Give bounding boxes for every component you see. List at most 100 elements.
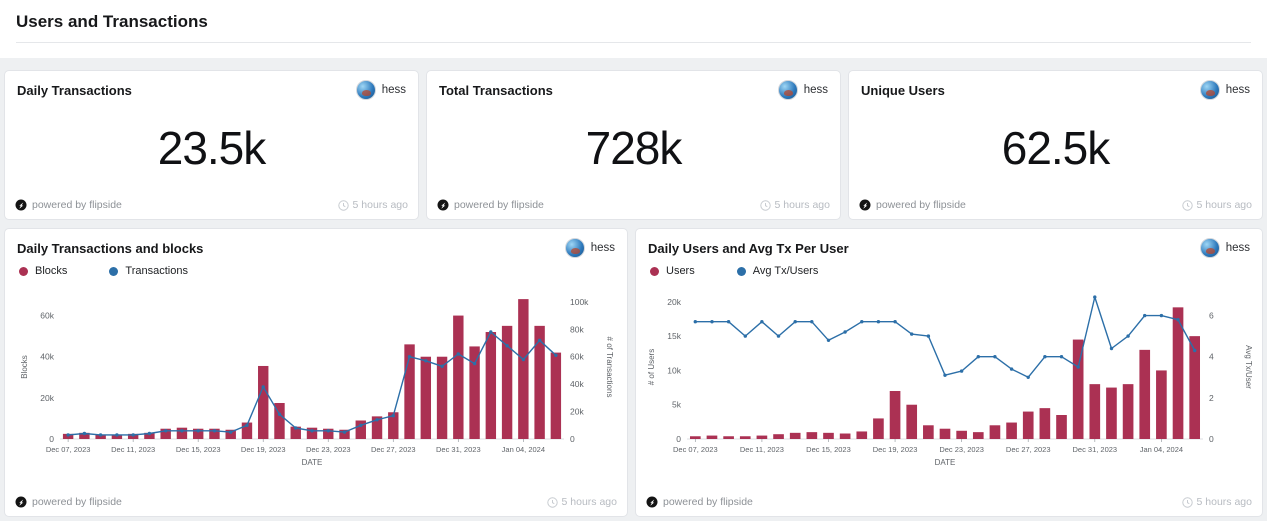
user-avatar [1199, 80, 1220, 100]
svg-text:15k: 15k [667, 331, 681, 341]
card-title: Daily Transactions [17, 82, 132, 98]
legend-dot-blocks [19, 266, 28, 276]
clock-icon [1181, 496, 1193, 508]
legend-item-avg-tx-users[interactable]: Avg Tx/Users [736, 265, 818, 277]
svg-text:Avg Tx/User: Avg Tx/User [1244, 345, 1253, 389]
clock-icon [337, 199, 349, 211]
svg-text:100k: 100k [570, 297, 589, 307]
kpi-card-total-transactions: Total Transactions hess 728k powered by … [426, 70, 841, 220]
updated-label: 5 hours ago [352, 199, 408, 211]
user-avatar [777, 80, 798, 100]
card-title: Total Transactions [439, 82, 553, 98]
powered-by-flipside-link[interactable]: powered by flipside [859, 199, 966, 211]
powered-by-label: powered by flipside [32, 199, 122, 211]
updated-label: 5 hours ago [1196, 199, 1252, 211]
svg-text:Dec 07, 2023: Dec 07, 2023 [46, 445, 91, 454]
clock-icon [546, 496, 558, 508]
page-header: Users and Transactions [0, 0, 1267, 58]
svg-text:# of Users: # of Users [647, 349, 656, 385]
clock-icon [1181, 199, 1193, 211]
svg-text:Dec 11, 2023: Dec 11, 2023 [740, 445, 784, 454]
last-updated: 5 hours ago [546, 496, 617, 508]
card-header: Unique Users hess [849, 71, 1262, 104]
powered-by-flipside-link[interactable]: powered by flipside [437, 199, 544, 211]
svg-text:Dec 31, 2023: Dec 31, 2023 [1072, 445, 1117, 454]
powered-by-flipside-link[interactable]: powered by flipside [15, 199, 122, 211]
svg-text:Dec 23, 2023: Dec 23, 2023 [306, 445, 351, 454]
kpi-value: 62.5k [1001, 122, 1111, 174]
author-name: hess [1225, 242, 1250, 254]
author-chip[interactable]: hess [1199, 238, 1250, 258]
svg-text:Blocks: Blocks [20, 355, 29, 379]
svg-text:Jan 04, 2024: Jan 04, 2024 [502, 445, 545, 454]
author-name: hess [590, 242, 615, 254]
svg-text:DATE: DATE [302, 458, 323, 467]
legend-label: Blocks [35, 265, 68, 277]
svg-text:Dec 07, 2023: Dec 07, 2023 [673, 445, 718, 454]
card-header: Total Transactions hess [427, 71, 840, 104]
svg-text:2: 2 [1209, 393, 1214, 403]
powered-by-label: powered by flipside [876, 199, 966, 211]
svg-text:40k: 40k [570, 379, 584, 389]
svg-text:20k: 20k [667, 297, 681, 307]
chart-card-daily-users-and-avg-tx: Daily Users and Avg Tx Per User hess Use… [635, 228, 1263, 517]
author-chip[interactable]: hess [355, 80, 406, 100]
flipside-logo-icon [437, 199, 449, 211]
card-footer: powered by flipside 5 hours ago [427, 192, 840, 219]
svg-text:Dec 27, 2023: Dec 27, 2023 [1006, 445, 1051, 454]
kpi-value: 23.5k [157, 122, 267, 174]
svg-text:4: 4 [1209, 352, 1214, 362]
powered-by-label: powered by flipside [454, 199, 544, 211]
chart-title: Daily Transactions and blocks [17, 240, 204, 256]
powered-by-label: powered by flipside [663, 496, 753, 508]
author-chip[interactable]: hess [564, 238, 615, 258]
author-name: hess [381, 84, 406, 96]
svg-text:0: 0 [570, 434, 575, 444]
chart-legend: Users Avg Tx/Users [636, 262, 1262, 281]
svg-text:Dec 15, 2023: Dec 15, 2023 [176, 445, 221, 454]
svg-text:Dec 15, 2023: Dec 15, 2023 [806, 445, 851, 454]
legend-dot-avg-tx-users [736, 266, 746, 276]
dashboard-body: Daily Transactions hess 23.5k powered by… [0, 58, 1267, 521]
card-title: Unique Users [861, 82, 945, 98]
svg-text:Dec 31, 2023: Dec 31, 2023 [436, 445, 481, 454]
svg-text:DATE: DATE [935, 458, 956, 467]
users-avgtx-chart: 0 5k 10k 15k 20k 0 2 4 6 Dec 07, 2023 Dec 11, 2023… [647, 295, 1253, 467]
legend-dot-transactions [109, 266, 119, 276]
clock-icon [759, 199, 771, 211]
powered-by-flipside-link[interactable]: powered by flipside [15, 496, 122, 508]
kpi-row: Daily Transactions hess 23.5k powered by… [0, 58, 1267, 220]
user-avatar [355, 80, 376, 100]
author-name: hess [1225, 84, 1250, 96]
last-updated: 5 hours ago [1181, 199, 1252, 211]
powered-by-label: powered by flipside [32, 496, 122, 508]
last-updated: 5 hours ago [1181, 496, 1252, 508]
svg-text:20k: 20k [40, 393, 54, 403]
transactions-blocks-chart: 0 20k 40k 60k 0 20k 40k 60k 80k 100k Dec 07, 2023 D… [20, 297, 614, 467]
svg-text:10k: 10k [667, 365, 681, 375]
legend-item-blocks[interactable]: Blocks [19, 265, 67, 277]
legend-item-users[interactable]: Users [650, 265, 695, 277]
legend-item-transactions[interactable]: Transactions [109, 265, 188, 277]
svg-text:Dec 19, 2023: Dec 19, 2023 [873, 445, 918, 454]
legend-dot-users [650, 266, 659, 276]
card-header: Daily Transactions hess [5, 71, 418, 104]
card-footer: powered by flipside 5 hours ago [5, 192, 418, 219]
legend-label: Transactions [125, 265, 188, 277]
svg-text:Jan 04, 2024: Jan 04, 2024 [1140, 445, 1183, 454]
updated-label: 5 hours ago [1196, 496, 1252, 508]
svg-text:0: 0 [49, 434, 54, 444]
svg-text:60k: 60k [40, 311, 54, 321]
author-chip[interactable]: hess [1199, 80, 1250, 100]
page-title: Users and Transactions [16, 12, 208, 31]
charts-row: Daily Transactions and blocks hess Block… [0, 220, 1267, 521]
svg-text:20k: 20k [570, 407, 584, 417]
svg-text:Dec 11, 2023: Dec 11, 2023 [111, 445, 155, 454]
svg-text:# of Transactions: # of Transactions [605, 337, 614, 398]
card-footer: powered by flipside 5 hours ago [636, 489, 1262, 516]
author-chip[interactable]: hess [777, 80, 828, 100]
legend-label: Users [666, 265, 695, 277]
powered-by-flipside-link[interactable]: powered by flipside [646, 496, 753, 508]
updated-label: 5 hours ago [774, 199, 830, 211]
svg-text:60k: 60k [570, 352, 584, 362]
